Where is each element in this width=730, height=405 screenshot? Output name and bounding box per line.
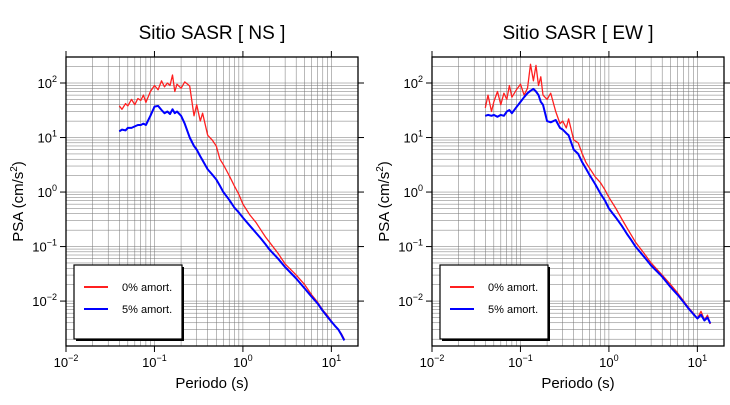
chart-title: Sitio SASR [ NS ] bbox=[139, 23, 286, 44]
x-tick-label: 10−1 bbox=[508, 353, 533, 370]
chart-title: Sitio SASR [ EW ] bbox=[503, 23, 654, 44]
series-line-0pct bbox=[484, 63, 711, 325]
series-line-5pct bbox=[118, 104, 346, 341]
y-tick-label: 10−2 bbox=[398, 292, 423, 309]
series-line-0pct bbox=[118, 74, 345, 340]
y-tick-label: 10−2 bbox=[32, 292, 57, 309]
series-line-5pct bbox=[484, 87, 712, 324]
y-tick-label: 101 bbox=[404, 129, 423, 146]
legend-label: 0% amort. bbox=[488, 282, 538, 294]
x-tick-label: 100 bbox=[233, 353, 252, 370]
y-axis-label: PSA (cm/s2) bbox=[9, 161, 27, 242]
y-tick-label: 100 bbox=[38, 183, 57, 200]
y-tick-label: 101 bbox=[38, 129, 57, 146]
y-tick-label: 100 bbox=[404, 183, 423, 200]
y-tick-label: 10−1 bbox=[32, 238, 57, 255]
x-tick-label: 101 bbox=[688, 353, 707, 370]
y-tick-label: 102 bbox=[38, 74, 57, 91]
y-tick-label: 10−1 bbox=[398, 238, 423, 255]
plot-frame bbox=[431, 56, 725, 347]
x-axis-label: Periodo (s) bbox=[175, 375, 248, 392]
legend-box bbox=[73, 264, 183, 340]
plot-frame bbox=[65, 56, 359, 347]
x-tick-label: 10−1 bbox=[142, 353, 167, 370]
x-tick-label: 10−2 bbox=[54, 353, 79, 370]
x-tick-label: 10−2 bbox=[420, 353, 445, 370]
legend-label: 0% amort. bbox=[122, 282, 172, 294]
y-axis-label: PSA (cm/s2) bbox=[375, 161, 393, 242]
x-tick-label: 100 bbox=[599, 353, 618, 370]
y-tick-label: 102 bbox=[404, 74, 423, 91]
chart-panel-0: 10−2 10−1 100 101 10−2 10−1 100 101 102 Sitio SAS… bbox=[9, 23, 364, 392]
legend-label: 5% amort. bbox=[122, 304, 172, 316]
x-tick-label: 101 bbox=[322, 353, 341, 370]
legend-label: 5% amort. bbox=[488, 304, 538, 316]
chart-panel-1: 10−2 10−1 100 101 10−2 10−1 100 101 102 Sitio SAS… bbox=[375, 23, 730, 392]
legend-box bbox=[439, 264, 549, 340]
x-axis-label: Periodo (s) bbox=[541, 375, 614, 392]
